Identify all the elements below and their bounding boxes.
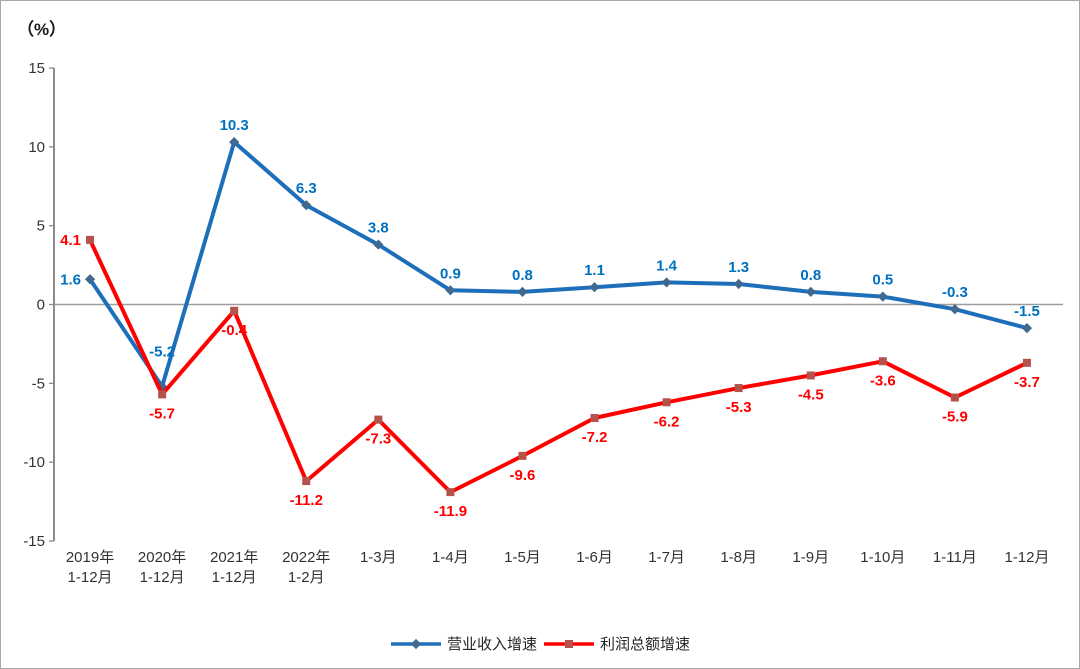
x-category-label: 1-11月 (933, 549, 977, 566)
profit-point-marker (446, 488, 455, 497)
x-category-label: 1-7月 (648, 549, 685, 566)
profit-data-label: -3.6 (870, 372, 896, 389)
profit-data-label: -3.7 (1014, 374, 1040, 391)
profit-point-marker (950, 393, 959, 402)
profit-data-label: -5.7 (149, 405, 175, 422)
revenue-data-label: 1.6 (60, 271, 81, 288)
profit-point-marker (662, 398, 671, 407)
x-category-label: 2022年 (282, 549, 330, 566)
y-tick-label: -10 (23, 454, 45, 471)
revenue-point-marker (517, 286, 528, 297)
revenue-point-marker (301, 200, 312, 211)
x-category-label: 1-5月 (504, 549, 541, 566)
y-tick-label: 15 (28, 60, 45, 77)
profit-data-label: -11.2 (290, 492, 323, 509)
profit-data-label: -11.9 (434, 503, 467, 520)
revenue-data-label: 3.8 (368, 220, 389, 237)
profit-data-label: -4.5 (798, 386, 824, 403)
revenue-data-label: 10.3 (220, 117, 249, 134)
revenue-point-marker (1021, 323, 1033, 334)
x-category-label: 2021年 (210, 549, 258, 566)
x-category-label: 1-3月 (360, 549, 397, 566)
x-category-label: 1-4月 (432, 549, 469, 566)
profit-point-marker (302, 477, 311, 486)
x-category-label: 1-10月 (860, 549, 905, 566)
revenue-point-marker (589, 282, 600, 293)
revenue-data-label: 1.3 (728, 259, 749, 276)
profit-data-label: 4.1 (60, 232, 81, 249)
x-category-label: 1-12月 (68, 569, 113, 586)
profit-data-label: -7.2 (582, 429, 608, 446)
revenue-point-marker (229, 137, 240, 148)
profit-point-marker (734, 384, 743, 393)
y-tick-label: -15 (23, 533, 45, 550)
revenue-point-marker (805, 286, 816, 297)
revenue-data-label: 0.8 (800, 267, 821, 284)
y-tick-label: 5 (37, 218, 45, 235)
profit-legend-line-icon (544, 639, 594, 648)
revenue-point-marker (733, 278, 744, 290)
revenue-point-marker (949, 304, 960, 315)
revenue-data-label: 0.9 (440, 265, 461, 282)
profit-data-label: -6.2 (654, 413, 680, 430)
revenue-data-label: -1.5 (1014, 303, 1040, 320)
chart-legend: 营业收入增速 利润总额增速 (1, 633, 1079, 654)
profit-point-marker (806, 371, 815, 380)
profit-data-label: -5.3 (726, 399, 752, 416)
profit-line (88, 237, 1029, 495)
x-category-label: 1-6月 (576, 549, 613, 566)
profit-data-label: -7.3 (365, 431, 391, 448)
revenue-data-label: -5.2 (149, 343, 175, 360)
y-tick-label: -5 (32, 375, 45, 392)
revenue-data-label: 0.8 (512, 267, 533, 284)
y-tick-label: 0 (37, 297, 45, 314)
profit-point-marker (590, 414, 599, 423)
y-tick-label: 10 (28, 139, 45, 156)
profit-point-marker (878, 357, 887, 366)
x-category-label: 2019年 (66, 549, 114, 566)
profit-data-label: -0.4 (221, 322, 248, 339)
profit-data-label: -5.9 (942, 409, 968, 426)
revenue-data-label: 6.3 (296, 180, 317, 197)
profit-data-label: -9.6 (510, 467, 536, 484)
legend-item-revenue: 营业收入增速 (390, 633, 537, 654)
revenue-point-marker (661, 277, 672, 288)
x-category-label: 1-9月 (792, 549, 829, 566)
revenue-legend-line-icon (390, 638, 441, 649)
x-category-label: 1-8月 (720, 549, 757, 566)
revenue-data-label: 1.4 (656, 257, 678, 274)
x-category-label: 2020年 (138, 549, 186, 566)
revenue-data-label: 1.1 (584, 262, 605, 279)
x-category-label: 1-12月 (1004, 549, 1049, 566)
x-category-label: 1-2月 (288, 569, 325, 586)
revenue-point-marker (877, 291, 888, 302)
y-axis-unit-label: （%） (17, 20, 67, 39)
revenue-point-marker (445, 285, 456, 296)
profit-point-marker (158, 390, 167, 399)
x-category-label: 1-12月 (212, 569, 257, 586)
legend-label-profit: 利润总额增速 (600, 636, 691, 653)
profit-point-marker (86, 235, 95, 244)
profit-point-marker (518, 451, 527, 460)
legend-item-profit: 利润总额增速 (543, 633, 690, 654)
revenue-data-label: -0.3 (942, 284, 968, 301)
profit-point-marker (230, 306, 239, 315)
profit-point-marker (1022, 358, 1031, 367)
revenue-data-label: 0.5 (872, 272, 893, 289)
x-category-label: 1-12月 (140, 569, 185, 586)
legend-label-revenue: 营业收入增速 (446, 636, 537, 653)
revenue-line (88, 140, 1029, 389)
profit-point-marker (374, 415, 383, 424)
